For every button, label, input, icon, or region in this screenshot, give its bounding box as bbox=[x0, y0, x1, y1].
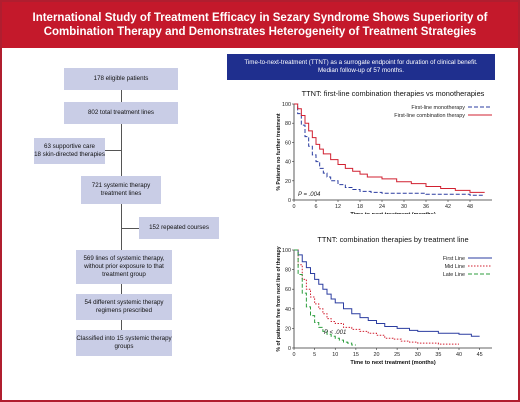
flow-box-regimens: 54 different systemic therapy regimens p… bbox=[76, 294, 172, 320]
flow-box-excluded: 63 supportive care 18 skin-directed ther… bbox=[34, 138, 105, 164]
legend-label: First-line monotherapy bbox=[411, 105, 465, 111]
chart-first-line-vs-mono: TTNT: first-line combination therapies v… bbox=[276, 89, 492, 214]
flow-box-classified: Classified into 15 systemic therapy grou… bbox=[76, 330, 172, 356]
flow-box-patients: 178 eligible patients bbox=[64, 68, 178, 90]
legend-label: Late Line bbox=[443, 272, 465, 278]
flow-connector bbox=[121, 320, 123, 330]
chart-title: TTNT: first-line combination therapies v… bbox=[302, 89, 485, 98]
series-line bbox=[294, 249, 356, 346]
y-tick-label: 40 bbox=[285, 160, 291, 166]
flow-box-repeated: 152 repeated courses bbox=[139, 217, 219, 239]
series-line bbox=[294, 103, 485, 196]
legend-label: First-line combination therapy bbox=[394, 113, 465, 119]
y-axis-label: % of patients free from next line of the… bbox=[276, 246, 282, 351]
chart-by-treatment-line: TTNT: combination therapies by treatment… bbox=[276, 235, 492, 366]
x-axis-label: Time to next treatment (months) bbox=[350, 212, 436, 214]
y-tick-label: 100 bbox=[282, 248, 291, 254]
y-tick-label: 0 bbox=[288, 198, 291, 204]
x-tick-label: 30 bbox=[401, 204, 407, 210]
flow-connector bbox=[121, 90, 123, 102]
flow-text-no-exposure: 569 lines of systemic therapy, without p… bbox=[83, 255, 165, 278]
flow-box-no-exposure: 569 lines of systemic therapy, without p… bbox=[76, 250, 172, 284]
flow-box-systemic: 721 systemic therapy treatment lines bbox=[81, 176, 161, 204]
flow-text-repeated: 152 repeated courses bbox=[149, 224, 209, 231]
y-tick-label: 20 bbox=[285, 179, 291, 185]
p-value-annotation: P < .001 bbox=[324, 330, 346, 336]
y-tick-label: 0 bbox=[288, 346, 291, 352]
x-tick-label: 5 bbox=[313, 352, 316, 358]
x-tick-label: 30 bbox=[415, 352, 421, 358]
y-tick-label: 80 bbox=[285, 268, 291, 274]
flow-text-patients: 178 eligible patients bbox=[93, 75, 149, 82]
x-tick-label: 35 bbox=[435, 352, 441, 358]
x-tick-label: 15 bbox=[353, 352, 359, 358]
title-banner: International Study of Treatment Efficac… bbox=[2, 2, 518, 48]
x-tick-label: 12 bbox=[335, 204, 341, 210]
p-value-annotation: P = .004 bbox=[298, 192, 321, 198]
x-tick-label: 45 bbox=[477, 352, 483, 358]
ttnt-note-line1: Time-to-next-treatment (TTNT) as a surro… bbox=[244, 59, 478, 67]
series-line bbox=[294, 249, 459, 345]
y-tick-label: 40 bbox=[285, 307, 291, 313]
flow-connector bbox=[121, 124, 123, 176]
x-tick-label: 40 bbox=[456, 352, 462, 358]
x-tick-label: 24 bbox=[379, 204, 385, 210]
y-tick-label: 20 bbox=[285, 326, 291, 332]
legend-label: Mid Line bbox=[445, 264, 465, 270]
x-tick-label: 0 bbox=[293, 204, 296, 210]
flow-text-lines: 802 total treatment lines bbox=[87, 109, 155, 116]
x-tick-label: 10 bbox=[332, 352, 338, 358]
x-tick-label: 20 bbox=[374, 352, 380, 358]
flow-connector bbox=[121, 228, 139, 230]
y-axis-label: % Patients no further treatment bbox=[276, 113, 282, 191]
x-tick-label: 0 bbox=[293, 352, 296, 358]
series-line bbox=[294, 103, 485, 193]
flow-connector bbox=[121, 284, 123, 294]
series-line bbox=[294, 249, 480, 337]
flow-connector bbox=[121, 204, 123, 250]
x-tick-label: 18 bbox=[357, 204, 363, 210]
ttnt-note: Time-to-next-treatment (TTNT) as a surro… bbox=[227, 54, 495, 80]
flow-box-lines: 802 total treatment lines bbox=[64, 102, 178, 124]
y-tick-label: 60 bbox=[285, 140, 291, 146]
legend-label: First Line bbox=[443, 256, 465, 262]
x-tick-label: 36 bbox=[423, 204, 429, 210]
flow-connector bbox=[105, 150, 121, 152]
x-tick-label: 48 bbox=[467, 204, 473, 210]
flow-text-regimens: 54 different systemic therapy regimens p… bbox=[84, 299, 164, 314]
x-tick-label: 42 bbox=[445, 204, 451, 210]
page-title: International Study of Treatment Efficac… bbox=[32, 12, 488, 38]
y-tick-label: 60 bbox=[285, 287, 291, 293]
flow-text-classified: Classified into 15 systemic therapy grou… bbox=[76, 335, 172, 350]
flow-text-excluded-skin: 18 skin-directed therapies bbox=[34, 151, 105, 158]
flow-text-systemic: 721 systemic therapy treatment lines bbox=[91, 182, 151, 197]
x-tick-label: 6 bbox=[315, 204, 318, 210]
x-axis-label: Time to next treatment (months) bbox=[350, 360, 436, 366]
chart-title: TTNT: combination therapies by treatment… bbox=[317, 235, 468, 244]
y-tick-label: 80 bbox=[285, 121, 291, 127]
x-tick-label: 25 bbox=[394, 352, 400, 358]
flow-text-excluded-supportive: 63 supportive care bbox=[44, 143, 95, 150]
y-tick-label: 100 bbox=[282, 102, 291, 108]
ttnt-note-line2: Median follow-up of 57 months. bbox=[318, 67, 404, 74]
